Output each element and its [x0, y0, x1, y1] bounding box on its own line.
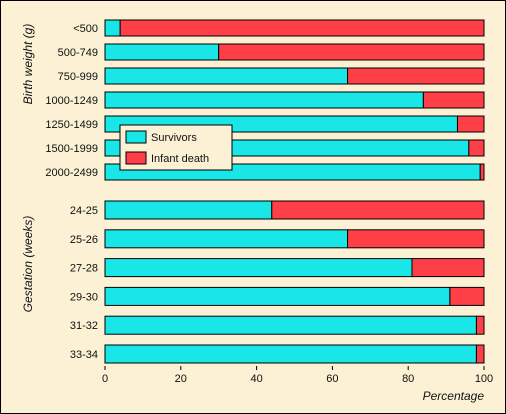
bar-gest-25-26-infant-death [347, 229, 485, 249]
category-label-gest-33-34: 33-34 [70, 349, 98, 361]
x-axis-title: Percentage [423, 389, 485, 403]
legend-swatch-infant-death [125, 151, 147, 165]
category-label-gest-27-28: 27-28 [70, 263, 98, 275]
legend-swatch-survivors [125, 130, 147, 144]
category-labels: <500 500-749 750-999 1000-1249 1250-1499 1500… [45, 23, 98, 361]
category-label-bw-500-749: 500-749 [58, 47, 98, 59]
bar-bw-500-749-survivors [104, 43, 220, 61]
bar-gest-24-25-infant-death [271, 200, 485, 220]
legend-label-infant-death: Infant death [151, 153, 209, 165]
x-tick-label-60: 60 [326, 373, 338, 385]
category-label-gest-24-25: 24-25 [70, 205, 98, 217]
legend-label-survivors: Survivors [151, 132, 197, 144]
category-label-gest-25-26: 25-26 [70, 234, 98, 246]
bar-gest-29-30-survivors [104, 286, 451, 306]
bar-bw-2000-2499-infant-death [479, 163, 485, 181]
bar-bw-500-749-infant-death [218, 43, 485, 61]
legend: Survivors Infant death [119, 124, 233, 171]
bar-gest-27-28-infant-death [411, 258, 485, 278]
x-tick-label-100: 100 [475, 373, 493, 385]
category-label-bw-500: <500 [73, 23, 98, 35]
category-label-bw-1000-1249: 1000-1249 [45, 95, 98, 107]
bar-gest-31-32-infant-death [475, 315, 485, 335]
bar-gest-24-25-survivors [104, 200, 273, 220]
bar-bw-500-infant-death [119, 19, 485, 37]
bar-gest-31-32-survivors [104, 315, 477, 335]
bar-gest-29-30-infant-death [449, 286, 485, 306]
bar-bw-1000-1249-infant-death [422, 91, 485, 109]
category-label-gest-29-30: 29-30 [70, 291, 98, 303]
category-label-bw-750-999: 750-999 [58, 71, 98, 83]
y-axis-title-birth-weight: Birth weight (g) [21, 24, 35, 105]
bar-bw-1000-1249-survivors [104, 91, 424, 109]
x-axis-ticks: 0 20 40 60 80 100 [102, 366, 493, 385]
x-tick-label-40: 40 [250, 373, 262, 385]
bar-bw-500-survivors [104, 19, 121, 37]
bar-gest-25-26-survivors [104, 229, 349, 249]
bar-gest-27-28-survivors [104, 258, 413, 278]
category-label-bw-1500-1999: 1500-1999 [45, 143, 98, 155]
y-axis-title-gestation: Gestation (weeks) [21, 216, 35, 313]
category-label-gest-31-32: 31-32 [70, 320, 98, 332]
bar-gest-33-34-survivors [104, 344, 477, 364]
bar-gest-33-34-infant-death [475, 344, 485, 364]
category-label-bw-1250-1499: 1250-1499 [45, 119, 98, 131]
category-label-bw-2000-2499: 2000-2499 [45, 167, 98, 179]
bar-bw-1250-1499-infant-death [456, 115, 485, 133]
x-tick-label-0: 0 [102, 373, 108, 385]
bar-bw-750-999-survivors [104, 67, 349, 85]
x-tick-label-20: 20 [175, 373, 187, 385]
x-tick-label-80: 80 [402, 373, 414, 385]
bar-bw-750-999-infant-death [347, 67, 485, 85]
bar-bw-1500-1999-infant-death [468, 139, 485, 157]
